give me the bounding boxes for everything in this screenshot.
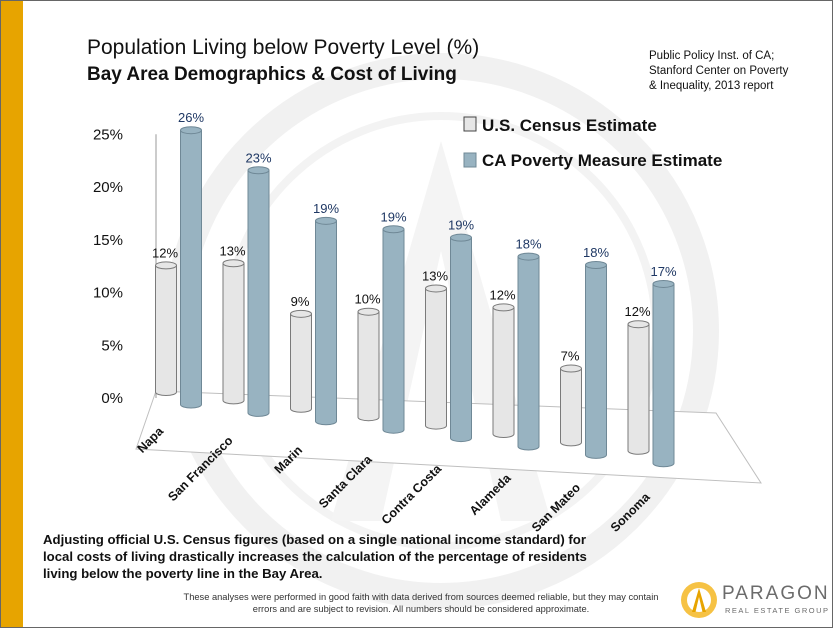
- legend-label-ca: CA Poverty Measure Estimate: [482, 151, 722, 170]
- data-label-census: 12%: [624, 304, 650, 319]
- data-label-ca: 19%: [448, 218, 474, 233]
- data-label-census: 10%: [354, 292, 380, 307]
- data-label-ca: 18%: [583, 245, 609, 260]
- data-label-census: 7%: [561, 349, 580, 364]
- bar-census-7: [627, 320, 650, 455]
- data-label-ca: 26%: [178, 110, 204, 125]
- chart-title: Population Living below Poverty Level (%…: [87, 36, 480, 59]
- legend: U.S. Census Estimate CA Poverty Measure …: [463, 116, 722, 170]
- chart-subtitle: Bay Area Demographics & Cost of Living: [87, 64, 457, 85]
- bar-ca-1: [247, 166, 270, 417]
- bar-census-5: [492, 303, 515, 438]
- data-label-ca: 19%: [313, 201, 339, 216]
- bar-census-3: [357, 307, 380, 422]
- legend-swatch-ca: [463, 152, 477, 168]
- bar-ca-2: [315, 216, 337, 426]
- disclaimer: These analyses were performed in good fa…: [183, 592, 659, 614]
- data-label-census: 9%: [291, 294, 310, 309]
- y-tick-label: 0%: [101, 390, 123, 407]
- data-label-census: 13%: [422, 268, 448, 283]
- data-label-census: 12%: [152, 245, 178, 260]
- logo-tagline: REAL ESTATE GROUP: [725, 606, 830, 615]
- bar-ca-6: [585, 261, 607, 459]
- y-tick-label: 10%: [93, 285, 123, 302]
- y-axis: 0% 5% 10% 15% 20% 25%: [93, 126, 157, 407]
- paragon-logo-icon: [681, 582, 717, 618]
- legend-swatch-census: [463, 116, 477, 132]
- footnote: Adjusting official U.S. Census figures (…: [43, 532, 587, 581]
- y-tick-label: 15%: [93, 232, 123, 249]
- bar-ca-7: [652, 279, 675, 468]
- bar-census-2: [290, 309, 312, 413]
- data-label-census: 12%: [489, 287, 515, 302]
- bar-ca-0: [180, 126, 202, 409]
- logo-name: PARAGON: [722, 583, 830, 604]
- y-tick-label: 20%: [93, 179, 123, 196]
- data-label-census: 13%: [219, 243, 245, 258]
- paragon-logo: PARAGON REAL ESTATE GROUP: [677, 579, 830, 621]
- bar-census-4: [425, 284, 447, 430]
- bar-census-0: [155, 261, 177, 396]
- accent-bar: [1, 1, 23, 627]
- y-tick-label: 5%: [101, 337, 123, 354]
- y-tick-label: 25%: [93, 126, 123, 143]
- bar-ca-4: [450, 233, 472, 443]
- bar-census-1: [222, 259, 245, 405]
- source-note: Public Policy Inst. of CA; Stanford Cent…: [649, 50, 789, 92]
- data-label-ca: 23%: [245, 150, 271, 165]
- data-label-ca: 17%: [650, 264, 676, 279]
- bar-ca-3: [382, 225, 405, 434]
- data-label-ca: 18%: [515, 237, 541, 252]
- data-label-ca: 19%: [380, 209, 406, 224]
- bar-ca-5: [517, 252, 540, 451]
- legend-label-census: U.S. Census Estimate: [482, 116, 657, 135]
- bar-census-6: [560, 364, 582, 447]
